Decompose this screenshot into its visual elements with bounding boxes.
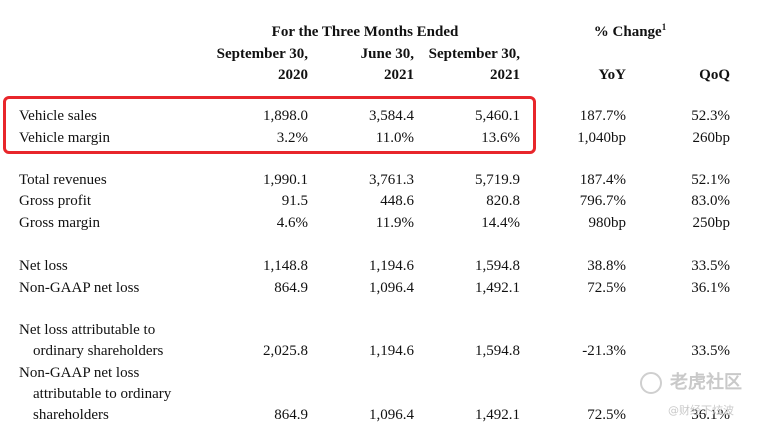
row-label: Non-GAAP net loss — [19, 365, 140, 381]
row-label: ordinary shareholders — [33, 343, 164, 359]
cell-value: 36.1% — [691, 407, 730, 423]
highlight-box — [3, 96, 536, 154]
col-jun2021-line2: 2021 — [384, 67, 414, 83]
cell-value: 1,096.4 — [369, 280, 414, 296]
change-title: % Change1 — [580, 23, 680, 41]
watermark-subtitle: @财经下炫波 — [668, 404, 734, 417]
cell-value: 1,492.1 — [475, 407, 520, 423]
cell-value: 72.5% — [587, 280, 626, 296]
cell-value: 1,492.1 — [475, 280, 520, 296]
cell-value: 260bp — [692, 130, 731, 146]
col-yoy: YoY — [598, 67, 626, 83]
row-label: Net loss — [19, 258, 68, 274]
row-label: Non-GAAP net loss — [19, 280, 140, 296]
cell-value: 1,194.6 — [369, 258, 414, 274]
cell-value: 38.8% — [587, 258, 626, 274]
cell-value: 33.5% — [691, 343, 730, 359]
cell-value: 864.9 — [274, 407, 308, 423]
cell-value: 52.1% — [691, 172, 730, 188]
cell-value: 1,148.8 — [263, 258, 308, 274]
cell-value: 36.1% — [691, 280, 730, 296]
tiger-logo-icon — [640, 372, 662, 394]
cell-value: 83.0% — [691, 193, 730, 209]
row-label: Vehicle sales — [19, 108, 97, 124]
col-sep2021-line1: September 30, — [428, 46, 520, 62]
watermark-title: 老虎社区 — [670, 372, 742, 393]
cell-value: 250bp — [692, 215, 731, 231]
cell-value: 1,096.4 — [369, 407, 414, 423]
change-footnote: 1 — [661, 22, 667, 32]
cell-value: 11.9% — [375, 215, 414, 231]
col-qoq: QoQ — [699, 67, 730, 83]
cell-value: 864.9 — [274, 280, 308, 296]
cell-value: -21.3% — [582, 343, 626, 359]
cell-value: 14.4% — [481, 215, 520, 231]
change-title-text: % Change — [593, 24, 662, 40]
row-label: attributable to ordinary — [33, 386, 172, 402]
cell-value: 1,194.6 — [369, 343, 414, 359]
cell-value: 980bp — [588, 215, 627, 231]
cell-value: 5,719.9 — [475, 172, 520, 188]
col-sep2020-line1: September 30, — [216, 46, 308, 62]
cell-value: 3.2% — [276, 130, 308, 146]
cell-value: 11.0% — [375, 130, 414, 146]
cell-value: 187.7% — [579, 108, 626, 124]
cell-value: 5,460.1 — [475, 108, 520, 124]
cell-value: 1,594.8 — [475, 343, 520, 359]
row-label: Vehicle margin — [19, 130, 110, 146]
row-label: Gross margin — [19, 215, 100, 231]
col-sep2021-line2: 2021 — [490, 67, 520, 83]
cell-value: 2,025.8 — [263, 343, 308, 359]
cell-value: 1,990.1 — [263, 172, 308, 188]
cell-value: 72.5% — [587, 407, 626, 423]
cell-value: 3,761.3 — [369, 172, 414, 188]
cell-value: 52.3% — [691, 108, 730, 124]
row-label: Net loss attributable to — [19, 322, 156, 338]
cell-value: 33.5% — [691, 258, 730, 274]
cell-value: 4.6% — [276, 215, 308, 231]
cell-value: 187.4% — [579, 172, 626, 188]
group-title: For the Three Months Ended — [271, 24, 459, 40]
cell-value: 796.7% — [579, 193, 626, 209]
watermark: 老虎社区 @财经下炫波 — [640, 370, 760, 426]
cell-value: 820.8 — [486, 193, 520, 209]
col-jun2021-line1: June 30, — [360, 46, 414, 62]
cell-value: 1,040bp — [577, 130, 626, 146]
row-label: shareholders — [33, 407, 109, 423]
cell-value: 3,584.4 — [369, 108, 414, 124]
cell-value: 1,594.8 — [475, 258, 520, 274]
col-sep2020-line2: 2020 — [278, 67, 308, 83]
cell-value: 1,898.0 — [263, 108, 308, 124]
row-label: Total revenues — [19, 172, 107, 188]
cell-value: 91.5 — [281, 193, 308, 209]
cell-value: 13.6% — [481, 130, 520, 146]
row-label: Gross profit — [19, 193, 92, 209]
cell-value: 448.6 — [380, 193, 414, 209]
